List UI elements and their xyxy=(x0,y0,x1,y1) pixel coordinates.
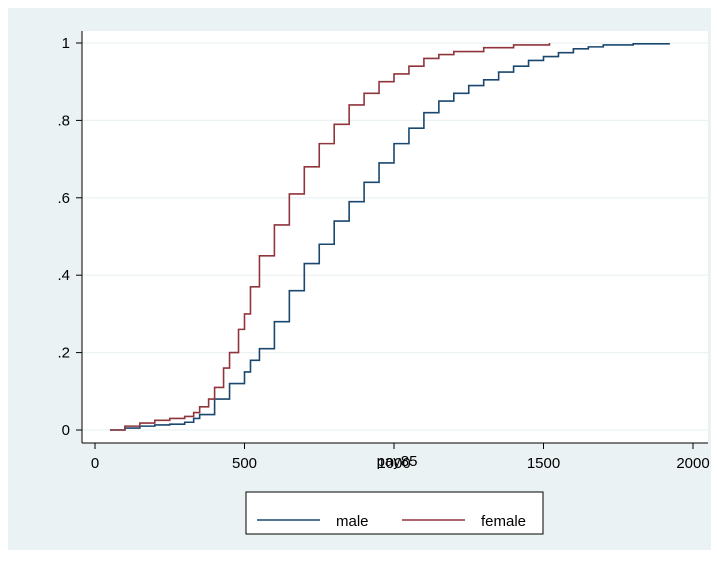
tick-labels: 0 .2 .4 .6 .8 1 0 500 1000 1500 2000 xyxy=(57,35,709,472)
y-tick-label-0: 0 xyxy=(62,422,70,439)
y-tick-label-3: .6 xyxy=(57,190,70,207)
y-tick-label-1: .2 xyxy=(57,345,70,362)
series-line-female xyxy=(109,43,551,431)
y-tick-label-5: 1 xyxy=(62,35,70,52)
legend-box xyxy=(245,491,544,535)
legend-label-female: female xyxy=(481,513,526,530)
series-line-male xyxy=(109,42,670,431)
x-tick-label-4: 2000 xyxy=(676,455,709,472)
y-tick-label-2: .4 xyxy=(57,267,70,284)
x-tick-label-2: 1000 xyxy=(377,455,410,472)
legend: male female xyxy=(245,491,544,535)
plot-region xyxy=(82,31,708,443)
axes xyxy=(76,31,708,449)
legend-label-male: male xyxy=(336,513,369,530)
grid-lines xyxy=(82,42,708,431)
x-tick-label-3: 1500 xyxy=(527,455,560,472)
series-layer xyxy=(109,42,670,431)
x-tick-label-1: 500 xyxy=(232,455,257,472)
x-tick-label-0: 0 xyxy=(91,455,99,472)
y-tick-label-4: .8 xyxy=(57,112,70,129)
legend-items: male female xyxy=(257,513,526,530)
x-axis-title: pay85 xyxy=(377,453,418,470)
